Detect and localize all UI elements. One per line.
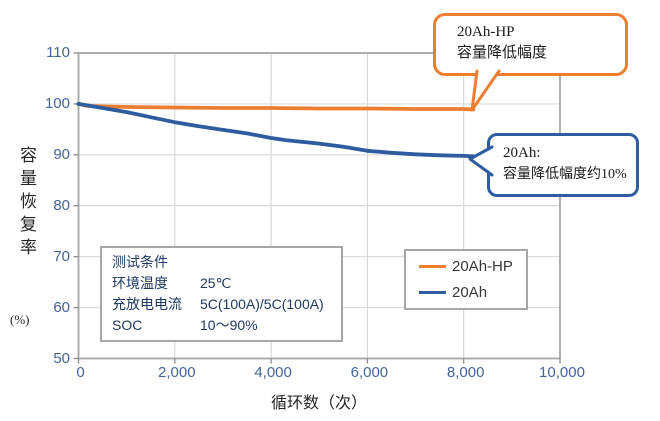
callout-text: 容量降低幅度约10% — [503, 167, 627, 182]
y-tick-label: 70 — [53, 247, 70, 265]
y-axis-unit: (%) — [10, 312, 30, 327]
condition-label: 充放电电流 — [112, 296, 182, 312]
y-tick-label: 50 — [53, 349, 70, 367]
legend: 20Ah-HP 20Ah — [404, 249, 528, 310]
x-tick-label: 10,000 — [539, 364, 585, 381]
condition-row-soc: SOC 10～90% — [112, 315, 341, 336]
condition-value: 25℃ — [200, 275, 232, 291]
callout-tail — [468, 145, 494, 177]
condition-value: 10～90% — [200, 317, 258, 333]
x-tick-label: 8,000 — [446, 364, 485, 381]
y-tick-label: 90 — [53, 145, 70, 163]
condition-label: SOC — [112, 317, 143, 333]
callout-20ah-hp: 20Ah-HP 容量降低幅度 — [433, 13, 628, 112]
condition-value: 5C(100A)/5C(100A) — [200, 296, 324, 312]
callout-text: 容量降低幅度 — [457, 45, 548, 61]
series-line-20ah-hp — [76, 102, 476, 112]
condition-label: 环境温度 — [112, 275, 168, 291]
x-axis-title: 循环数（次） — [270, 395, 368, 412]
legend-line-blue-icon — [419, 291, 446, 294]
callout-tail — [470, 69, 501, 112]
x-tick-label: 6,000 — [350, 364, 389, 381]
condition-row-current: 充放电电流 5C(100A)/5C(100A) — [112, 294, 341, 315]
callout-bubble: 20Ah: 容量降低幅度约10% — [487, 133, 639, 197]
callout-bubble: 20Ah-HP 容量降低幅度 — [433, 13, 628, 76]
series-line-20ah — [76, 102, 476, 159]
legend-label: 20Ah — [452, 284, 488, 301]
x-tick-label: 0 — [76, 364, 85, 381]
legend-item-20ah: 20Ah — [419, 284, 526, 301]
y-tick-label: 110 — [46, 44, 70, 61]
conditions-title: 测试条件 — [112, 254, 168, 270]
y-axis-title: 容量恢复率 — [17, 146, 36, 261]
y-tick-label: 60 — [53, 298, 70, 316]
callout-text: 20Ah-HP — [457, 24, 515, 40]
legend-item-20ah-hp: 20Ah-HP — [419, 258, 526, 275]
callout-text: 20Ah: — [503, 145, 541, 161]
x-tick-label: 2,000 — [158, 364, 196, 381]
legend-label: 20Ah-HP — [452, 258, 513, 275]
y-tick-label: 80 — [53, 196, 70, 214]
condition-row-temperature: 环境温度 25℃ — [112, 273, 341, 294]
test-conditions-box: 测试条件 环境温度 25℃ 充放电电流 5C(100A)/5C(100A) SO… — [100, 246, 343, 342]
legend-line-orange-icon — [419, 265, 446, 268]
callout-20ah: 20Ah: 容量降低幅度约10% — [468, 133, 639, 197]
y-tick-label: 100 — [44, 94, 70, 112]
x-tick-label: 4,000 — [254, 364, 292, 381]
